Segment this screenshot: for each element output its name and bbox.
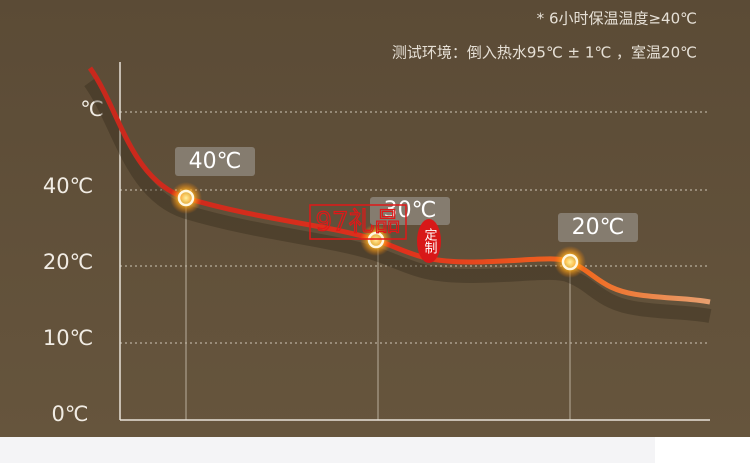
axis-label: 20℃ <box>43 250 93 274</box>
watermark-brand: 97礼品 <box>315 208 400 238</box>
markers <box>170 182 586 278</box>
note: 测试环境：倒入热水95℃ ± 1℃ ，室温20℃ <box>392 44 697 62</box>
axis-label: 10℃ <box>43 326 93 350</box>
note: * 6小时保温温度≥40℃ <box>537 10 697 28</box>
watermark-seal: 定制 <box>422 228 438 254</box>
watermark: 97礼品 定制 <box>309 204 441 263</box>
grid <box>120 111 710 344</box>
point-label: 20℃ <box>572 215 625 240</box>
point-labels: 40℃ 30℃ 20℃ <box>175 147 638 242</box>
curve-shadow <box>84 77 712 323</box>
axis-label: 40℃ <box>43 174 93 198</box>
bottom-strip <box>0 437 655 463</box>
point-label: 40℃ <box>189 149 242 174</box>
y-axis: ℃ 40℃ 20℃ 10℃ 0℃ <box>43 97 104 426</box>
point-label: 30℃ <box>384 198 437 223</box>
drop-lines <box>185 205 571 420</box>
axis-label: ℃ <box>80 97 104 121</box>
axis-label: 0℃ <box>52 402 89 426</box>
